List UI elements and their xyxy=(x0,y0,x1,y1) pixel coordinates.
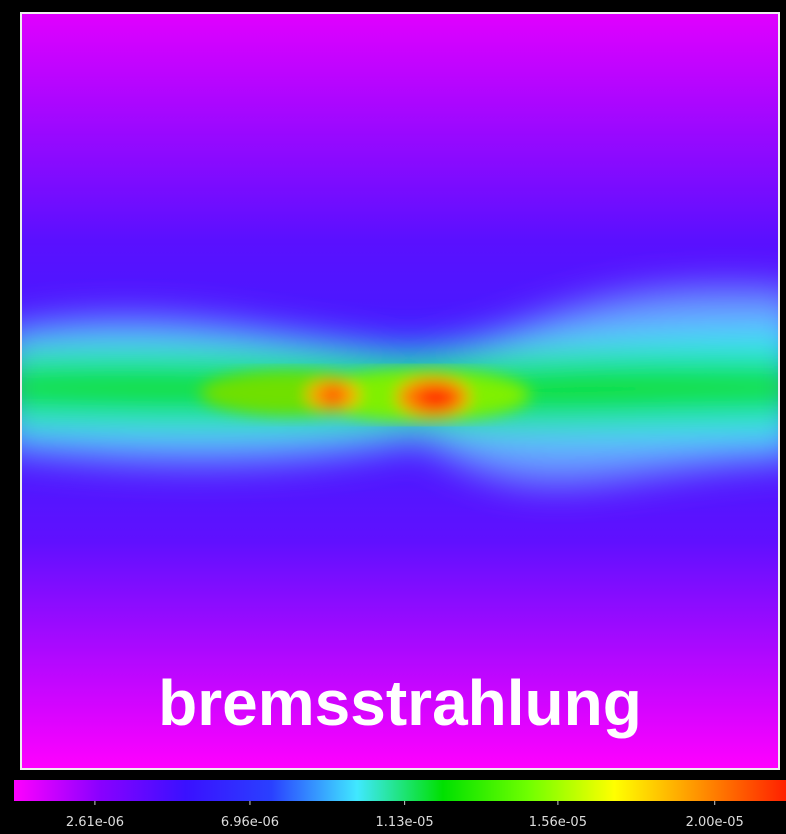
colorbar-tick-label: 2.00e-05 xyxy=(686,815,744,830)
colorbar-tick-label: 2.61e-06 xyxy=(66,815,124,830)
colorbar xyxy=(14,780,786,801)
colorbar-tick-label: 1.56e-05 xyxy=(529,815,587,830)
colorbar-tick-label: 1.13e-05 xyxy=(376,815,434,830)
colorbar-tick-label: 6.96e-06 xyxy=(221,815,279,830)
heatmap xyxy=(22,14,778,768)
annotation: bremsstrahlung xyxy=(158,667,642,739)
